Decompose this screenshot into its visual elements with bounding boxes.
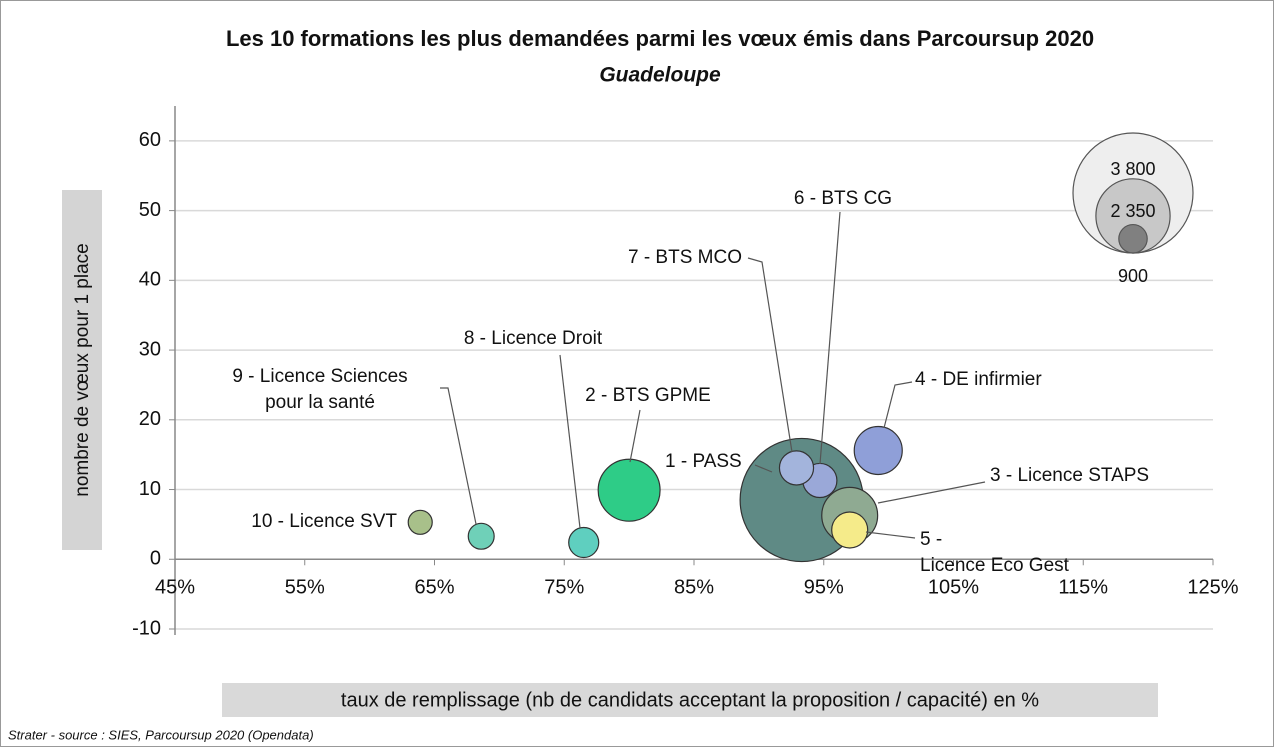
y-tick-label: 30 xyxy=(139,338,161,360)
bubble-label: 8 - Licence Droit xyxy=(464,328,603,349)
source: Strater - source : SIES, Parcoursup 2020… xyxy=(8,727,314,742)
bubble-label: 6 - BTS CG xyxy=(794,188,892,209)
x-tick-label: 75% xyxy=(544,577,584,599)
leader-line xyxy=(877,481,986,504)
x-tick-label: 115% xyxy=(1058,577,1108,599)
y-axis-label: nombre de vœux pour 1 place xyxy=(72,243,93,496)
x-tick-label: 125% xyxy=(1187,577,1238,599)
chart-subtitle: Guadeloupe xyxy=(599,64,721,87)
leader-line xyxy=(440,387,477,525)
y-tick-label: 20 xyxy=(139,408,161,430)
x-tick-label: 95% xyxy=(804,577,844,599)
leader-line xyxy=(747,257,793,453)
leader-line xyxy=(883,381,913,429)
chart-title: Les 10 formations les plus demandées par… xyxy=(226,26,1094,51)
size-legend-circle xyxy=(1118,223,1148,254)
leader-line xyxy=(559,354,581,529)
x-tick-label: 105% xyxy=(928,577,979,599)
y-tick-label: 10 xyxy=(139,478,161,500)
bubble-label: 10 - Licence SVT xyxy=(251,511,397,532)
y-tick-label: 0 xyxy=(150,548,161,570)
x-tick-label: 85% xyxy=(674,577,714,599)
y-tick-label: -10 xyxy=(132,617,161,639)
bubble xyxy=(831,511,869,549)
bubble xyxy=(568,526,600,559)
bubble-label: 2 - BTS GPME xyxy=(585,385,711,406)
size-legend-label: 900 xyxy=(1118,266,1148,286)
leader-line xyxy=(819,211,841,465)
bubble xyxy=(467,522,495,550)
size-legend-label: 2 350 xyxy=(1110,201,1155,221)
x-tick-label: 45% xyxy=(155,577,195,599)
y-tick-label: 60 xyxy=(139,129,161,151)
bubble xyxy=(597,458,661,522)
bubble-label: 5 -Licence Eco Gest xyxy=(920,529,1070,576)
bubble-label: 3 - Licence STAPS xyxy=(990,465,1149,486)
y-label-bg xyxy=(62,190,102,550)
bubble-label: 1 - PASS xyxy=(665,451,742,472)
bubble-label: 7 - BTS MCO xyxy=(628,247,742,268)
y-tick-label: 50 xyxy=(139,199,161,221)
x-tick-label: 65% xyxy=(414,577,454,599)
leader-line xyxy=(629,409,641,463)
leader-line xyxy=(754,464,773,473)
x-label-bg xyxy=(222,683,1158,717)
leader-line xyxy=(865,531,916,539)
bubble xyxy=(407,509,433,535)
bubble-label: 4 - DE infirmier xyxy=(915,369,1042,390)
y-tick-label: 40 xyxy=(139,269,161,291)
size-legend-label: 3 800 xyxy=(1110,159,1155,179)
bubble xyxy=(853,425,903,476)
x-axis-label: taux de remplissage (nb de candidats acc… xyxy=(341,689,1039,711)
bubble xyxy=(778,450,815,486)
x-tick-label: 55% xyxy=(285,577,325,599)
bubble-label: 9 - Licence Sciences pour la santé xyxy=(232,366,407,413)
